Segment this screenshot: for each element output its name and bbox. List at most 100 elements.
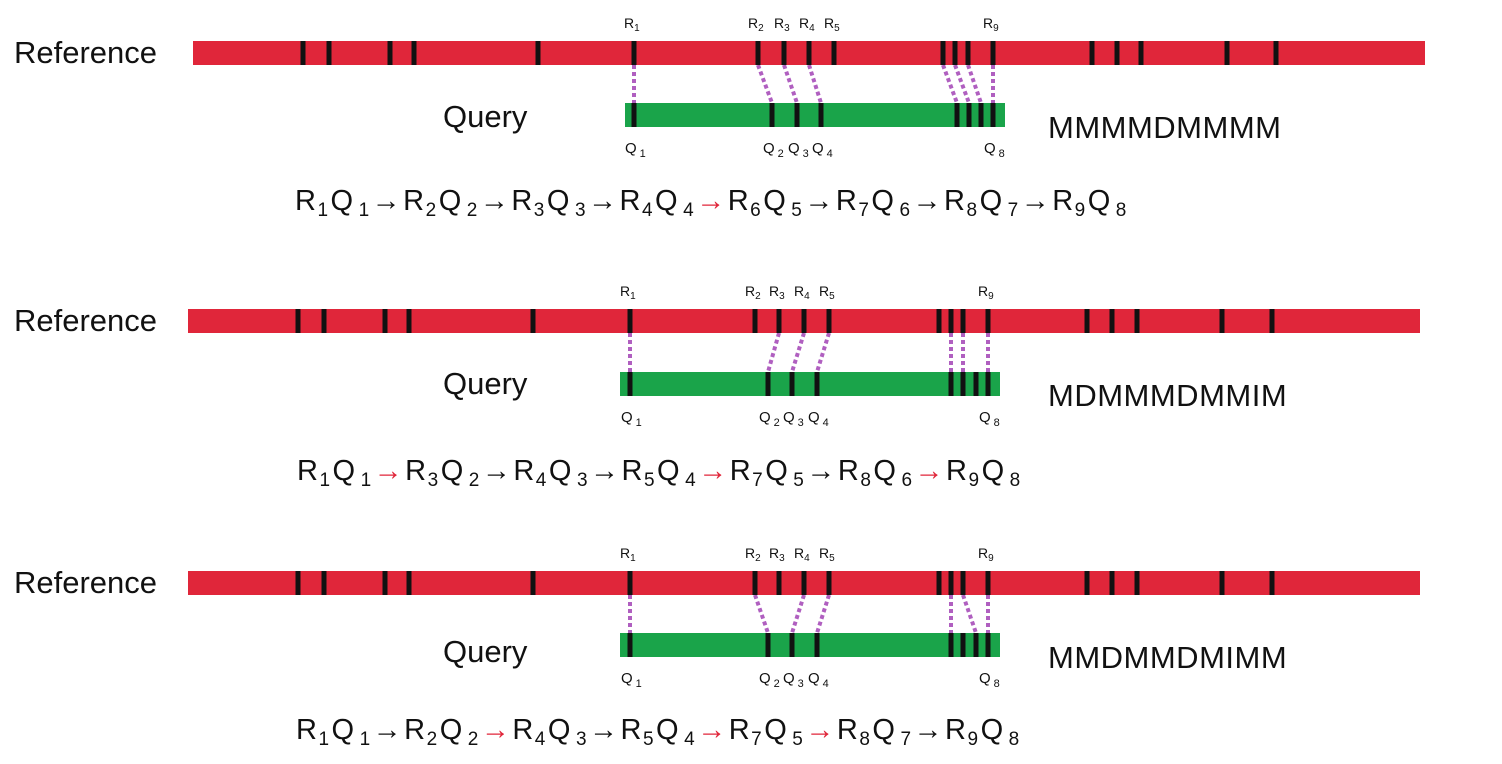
query-label: Query bbox=[443, 634, 528, 669]
query-marker bbox=[954, 103, 960, 127]
reference-mark-base: R bbox=[774, 15, 785, 31]
chain-node: R7Q 5 bbox=[729, 455, 805, 491]
reference-mark-label: R3 bbox=[769, 283, 785, 302]
reference-mark-base: R bbox=[819, 283, 830, 299]
reference-mark-base: R bbox=[620, 283, 631, 299]
query-marker bbox=[990, 103, 996, 127]
chain-ref-letter: R bbox=[836, 714, 859, 746]
skip-arrow-icon: → bbox=[805, 714, 835, 746]
chain-query-index: 4 bbox=[684, 729, 696, 750]
query-mark-index: 3 bbox=[797, 678, 804, 690]
match-link bbox=[753, 594, 770, 634]
query-mark-base: Q bbox=[984, 140, 996, 157]
reference-marker bbox=[321, 571, 327, 595]
chain-ref-index: 8 bbox=[966, 200, 978, 221]
reference-marker bbox=[1219, 309, 1225, 333]
reference-marker bbox=[806, 41, 812, 65]
query-mark-index: 8 bbox=[993, 678, 1000, 690]
chain-ref-index: 7 bbox=[858, 200, 870, 221]
reference-mark-base: R bbox=[824, 15, 835, 31]
reference-mark-index: 5 bbox=[829, 553, 835, 564]
query-label: Query bbox=[443, 99, 528, 134]
reference-mark-base: R bbox=[794, 283, 805, 299]
reference-mark-index: 2 bbox=[755, 553, 761, 564]
reference-mark-label: R1 bbox=[624, 15, 640, 34]
reference-mark-label: R2 bbox=[745, 545, 761, 564]
reference-marker bbox=[948, 309, 954, 333]
query-mark-base: Q bbox=[759, 670, 771, 687]
chain-ref-index: 1 bbox=[319, 470, 331, 491]
reference-label: Reference bbox=[14, 303, 158, 338]
query-marker bbox=[818, 103, 824, 127]
reference-mark-base: R bbox=[983, 15, 994, 31]
chain-ref-letter: R bbox=[837, 455, 860, 487]
reference-marker bbox=[776, 309, 782, 333]
chain-query-letter: Q bbox=[657, 455, 681, 487]
reference-marker bbox=[406, 571, 412, 595]
reference-marker bbox=[985, 571, 991, 595]
query-marker bbox=[948, 372, 954, 396]
chain-query-letter: Q bbox=[331, 714, 355, 746]
query-marker bbox=[814, 633, 820, 657]
reference-marker bbox=[781, 41, 787, 65]
alignment-ops: MMDMMDMIMM bbox=[1048, 640, 1288, 675]
step-arrow-icon: → bbox=[481, 455, 512, 487]
chain-node: R1Q 1 bbox=[296, 714, 371, 750]
reference-marker bbox=[801, 309, 807, 333]
skip-arrow-icon: → bbox=[373, 455, 404, 487]
match-chain: R1Q 1→R3Q 2→R4Q 3→R5Q 4→R7Q 5→R8Q 6→R9Q 8 bbox=[297, 455, 1021, 492]
reference-marker bbox=[831, 41, 837, 65]
reference-marker bbox=[1269, 571, 1275, 595]
query-mark-index: 8 bbox=[998, 148, 1005, 160]
chain-ref-letter: R bbox=[296, 714, 318, 746]
query-marker bbox=[789, 372, 795, 396]
chain-ref-letter: R bbox=[1052, 185, 1074, 217]
reference-marker bbox=[530, 309, 536, 333]
match-link bbox=[782, 64, 799, 104]
step-arrow-icon: → bbox=[806, 455, 836, 487]
query-mark-index: 3 bbox=[797, 417, 804, 429]
chain-query-letter: Q bbox=[656, 714, 680, 746]
query-mark-index: 2 bbox=[773, 417, 780, 429]
reference-mark-index: 2 bbox=[755, 291, 761, 302]
chain-query-letter: Q bbox=[765, 455, 789, 487]
reference-mark-label: R2 bbox=[745, 283, 761, 302]
reference-mark-label: R9 bbox=[983, 15, 999, 34]
panel-3 bbox=[188, 571, 1420, 657]
alignment-ops: MDMMMDMMIM bbox=[1048, 378, 1288, 413]
chain-query-index: 1 bbox=[358, 200, 370, 221]
reference-mark-index: 2 bbox=[758, 23, 764, 34]
reference-mark-label: R5 bbox=[824, 15, 840, 34]
chain-query-letter: Q bbox=[763, 185, 787, 217]
reference-marker bbox=[1084, 309, 1090, 333]
match-link bbox=[966, 64, 983, 104]
panel-2 bbox=[188, 309, 1420, 396]
chain-query-index: 6 bbox=[899, 200, 911, 221]
chain-query-index: 3 bbox=[574, 200, 587, 221]
reference-mark-index: 1 bbox=[630, 553, 636, 564]
reference-mark-index: 1 bbox=[630, 291, 636, 302]
reference-marker bbox=[631, 41, 637, 65]
chain-query-index: 2 bbox=[466, 200, 478, 221]
reference-marker bbox=[965, 41, 971, 65]
chain-ref-index: 4 bbox=[534, 729, 546, 750]
chain-node: R3Q 2 bbox=[405, 455, 480, 491]
reference-mark-label: R5 bbox=[819, 545, 835, 564]
query-marker bbox=[765, 633, 771, 657]
reference-mark-index: 9 bbox=[988, 553, 994, 564]
chain-query-letter: Q bbox=[439, 714, 463, 746]
query-bar bbox=[620, 633, 1000, 657]
query-marker bbox=[769, 103, 775, 127]
chain-ref-letter: R bbox=[729, 455, 752, 487]
chain-query-letter: Q bbox=[979, 185, 1003, 217]
reference-mark-label: R4 bbox=[799, 15, 815, 34]
